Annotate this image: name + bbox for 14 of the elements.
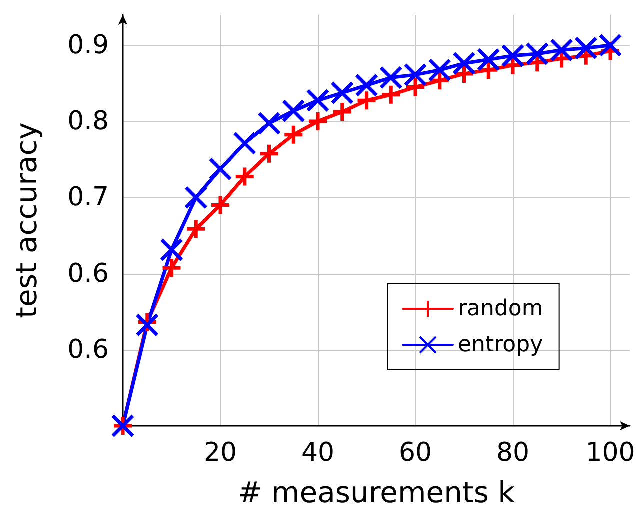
x-tick-label: 20	[204, 438, 238, 468]
x-axis-title: # measurements k	[238, 476, 516, 510]
y-tick-label: 0.9	[68, 30, 109, 60]
x-tick-label: 100	[586, 438, 636, 468]
y-tick-label: 0.8	[68, 106, 109, 137]
x-tick-label: 80	[496, 438, 530, 468]
y-tick-label: 0.7	[68, 182, 109, 213]
y-tick-label: 0.6	[68, 334, 109, 365]
legend-label: random	[458, 296, 544, 322]
y-axis-title: test accuracy	[10, 122, 44, 318]
x-tick-label: 60	[398, 438, 432, 468]
x-tick-label: 40	[301, 438, 335, 468]
y-tick-label: 0.6	[68, 258, 109, 289]
legend-label: entropy	[458, 332, 544, 358]
